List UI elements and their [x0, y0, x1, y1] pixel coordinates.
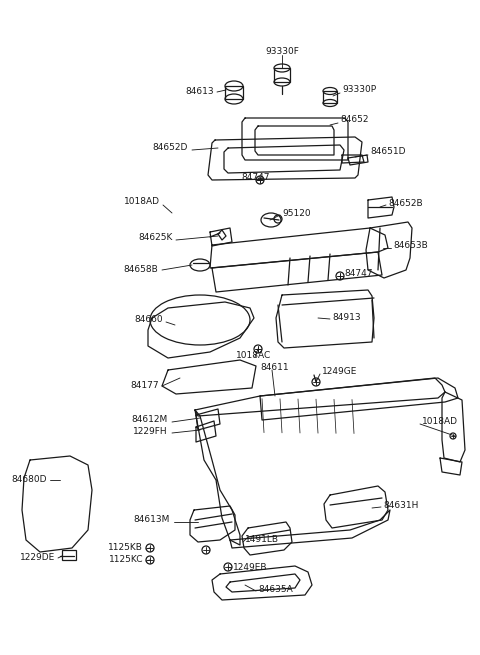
Text: 84631H: 84631H: [383, 500, 419, 510]
Text: 1229FH: 1229FH: [133, 428, 168, 436]
Text: 1125KB: 1125KB: [108, 544, 143, 553]
Text: 1125KC: 1125KC: [108, 555, 143, 565]
Text: 84651D: 84651D: [370, 147, 406, 157]
Text: 84177: 84177: [131, 381, 159, 390]
Text: 84658B: 84658B: [123, 265, 158, 274]
Text: 84613M: 84613M: [133, 515, 170, 525]
Text: 84653B: 84653B: [393, 240, 428, 250]
Text: 1491LB: 1491LB: [245, 536, 279, 544]
Bar: [274, 68, 290, 82]
Text: 1249EB: 1249EB: [233, 563, 267, 572]
Text: 1018AD: 1018AD: [124, 198, 160, 206]
Text: 84652D: 84652D: [153, 143, 188, 153]
Text: 84625K: 84625K: [139, 233, 173, 242]
Text: 84635A: 84635A: [258, 586, 293, 595]
Text: 84652: 84652: [340, 115, 369, 124]
Bar: [225, 86, 243, 99]
Text: 84613: 84613: [185, 88, 214, 96]
Text: 84680D: 84680D: [12, 476, 47, 485]
Text: 1018AD: 1018AD: [422, 417, 458, 426]
Bar: [62, 550, 76, 560]
Text: 93330P: 93330P: [342, 86, 376, 94]
Text: 84611: 84611: [261, 364, 289, 373]
Text: 95120: 95120: [282, 208, 311, 217]
Text: 1018AC: 1018AC: [236, 352, 272, 360]
Text: 1249GE: 1249GE: [322, 367, 358, 377]
Text: 84652B: 84652B: [388, 198, 422, 208]
Text: 93330F: 93330F: [265, 48, 299, 56]
Text: 84612M: 84612M: [132, 415, 168, 424]
Text: 84747: 84747: [242, 174, 270, 183]
Text: 84747: 84747: [344, 269, 372, 278]
Text: 84660: 84660: [134, 316, 163, 324]
Text: 1229DE: 1229DE: [20, 553, 55, 563]
Bar: [323, 91, 337, 103]
Text: 84913: 84913: [332, 312, 360, 322]
